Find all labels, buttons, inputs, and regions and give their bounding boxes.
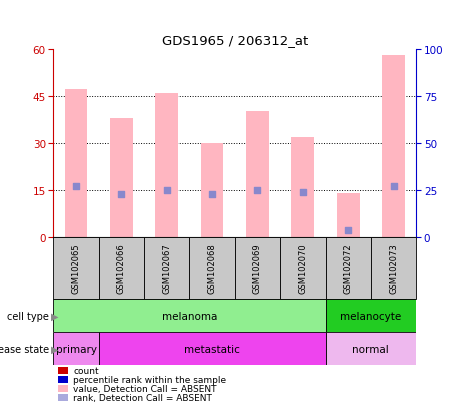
Point xyxy=(390,183,397,190)
Bar xyxy=(326,237,371,299)
Point xyxy=(118,191,125,197)
Bar xyxy=(246,112,269,237)
Text: GSM102068: GSM102068 xyxy=(208,243,217,294)
Point xyxy=(73,183,80,190)
Point xyxy=(345,227,352,233)
Bar xyxy=(144,237,190,299)
Text: GSM102072: GSM102072 xyxy=(344,243,352,294)
Bar xyxy=(53,332,99,366)
Bar xyxy=(337,194,359,237)
Bar xyxy=(326,299,416,332)
Text: GSM102066: GSM102066 xyxy=(117,243,126,294)
Text: GSM102067: GSM102067 xyxy=(162,243,171,294)
Text: GSM102069: GSM102069 xyxy=(253,243,262,294)
Title: GDS1965 / 206312_at: GDS1965 / 206312_at xyxy=(162,34,308,47)
Text: GSM102065: GSM102065 xyxy=(72,243,80,294)
Text: melanocyte: melanocyte xyxy=(340,311,401,321)
Text: metastatic: metastatic xyxy=(184,344,240,354)
Bar xyxy=(292,137,314,237)
Bar xyxy=(189,237,235,299)
Bar xyxy=(65,90,87,237)
Text: ▶: ▶ xyxy=(51,311,59,321)
Bar xyxy=(99,237,144,299)
Bar xyxy=(53,237,99,299)
Text: count: count xyxy=(73,366,99,375)
Point xyxy=(208,191,216,197)
Bar xyxy=(155,93,178,237)
Text: melanoma: melanoma xyxy=(162,311,217,321)
Text: rank, Detection Call = ABSENT: rank, Detection Call = ABSENT xyxy=(73,393,212,402)
Text: value, Detection Call = ABSENT: value, Detection Call = ABSENT xyxy=(73,384,217,393)
Bar xyxy=(53,299,326,332)
Bar xyxy=(99,332,326,366)
Text: GSM102073: GSM102073 xyxy=(389,243,398,294)
Bar xyxy=(280,237,326,299)
Bar xyxy=(201,144,224,237)
Bar xyxy=(326,332,416,366)
Point xyxy=(299,189,306,196)
Bar xyxy=(110,119,133,237)
Bar xyxy=(235,237,280,299)
Text: primary: primary xyxy=(56,344,97,354)
Text: ▶: ▶ xyxy=(51,344,59,354)
Bar xyxy=(371,237,416,299)
Text: disease state: disease state xyxy=(0,344,49,354)
Bar xyxy=(382,56,405,237)
Text: cell type: cell type xyxy=(7,311,49,321)
Point xyxy=(163,187,171,194)
Point xyxy=(254,187,261,194)
Text: percentile rank within the sample: percentile rank within the sample xyxy=(73,375,226,384)
Text: GSM102070: GSM102070 xyxy=(299,243,307,294)
Text: normal: normal xyxy=(352,344,389,354)
